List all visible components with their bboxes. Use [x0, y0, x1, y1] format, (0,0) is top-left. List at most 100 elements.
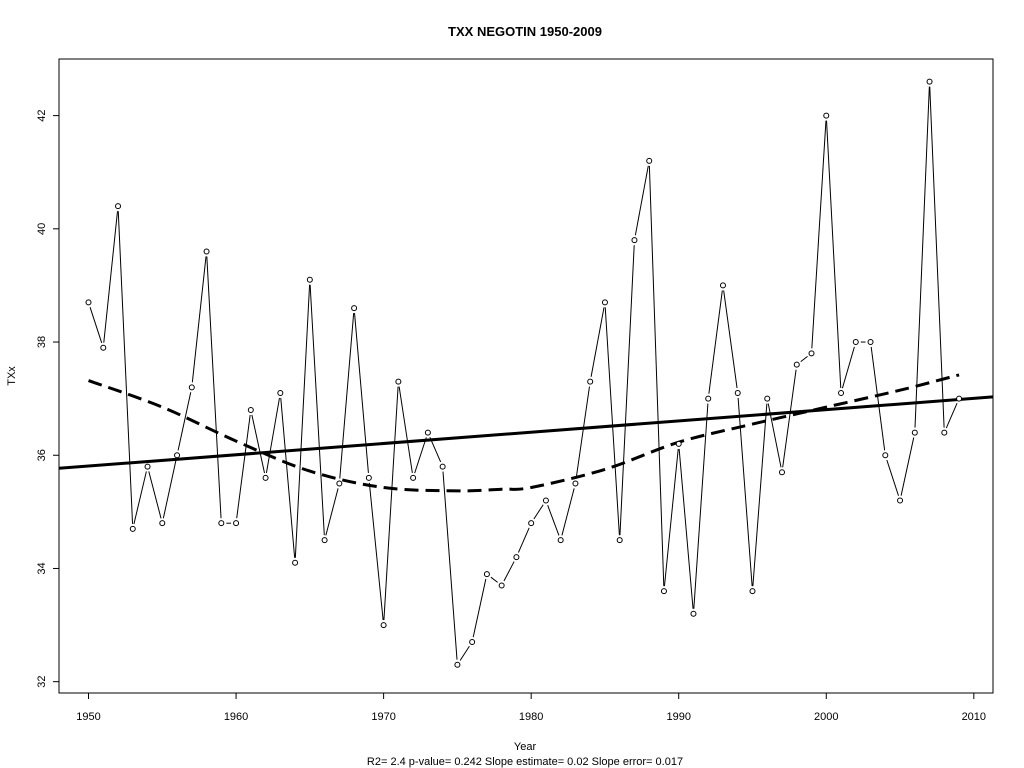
series-segment: [841, 346, 855, 389]
data-point: [513, 554, 520, 561]
series-segment: [767, 403, 782, 468]
data-point: [793, 361, 800, 368]
plot-layer: [59, 78, 993, 668]
series-segment: [490, 576, 498, 583]
data-point: [956, 395, 963, 402]
series-segment: [339, 313, 355, 479]
x-axis-label: Year: [514, 741, 537, 753]
data-point: [646, 157, 653, 164]
data-point: [587, 378, 594, 385]
series-segment: [826, 120, 842, 389]
linear-trend-line: [59, 395, 993, 470]
data-point: [498, 582, 505, 589]
data-point: [277, 389, 284, 396]
series-segment: [177, 392, 192, 451]
data-point: [528, 520, 535, 527]
data-point: [365, 474, 372, 481]
data-point: [321, 537, 328, 544]
series-segment: [723, 290, 738, 389]
series-segment: [117, 211, 134, 524]
x-tick-label: 1980: [519, 711, 543, 723]
y-tick-label: 34: [36, 562, 48, 574]
series-segment: [782, 369, 797, 468]
data-point: [292, 559, 299, 566]
series-segment: [459, 645, 470, 661]
data-point: [218, 520, 225, 527]
series-segment: [265, 397, 280, 474]
data-point: [926, 78, 933, 85]
y-tick-label: 32: [36, 676, 48, 688]
smooth-fit-line: [87, 373, 960, 493]
x-axis: 1950 1960 1970 1980 1990 2000 2010: [76, 693, 986, 723]
data-point: [100, 344, 107, 351]
data-point: [439, 463, 446, 470]
x-tick-label: 1960: [224, 711, 248, 723]
x-tick-label: 1950: [76, 711, 100, 723]
data-point: [705, 395, 712, 402]
series-segment: [575, 386, 590, 479]
series-segment: [590, 307, 605, 377]
data-point: [336, 480, 343, 487]
data-point: [838, 389, 845, 396]
series-segment: [89, 307, 103, 344]
series-segment: [251, 414, 265, 474]
series-segment: [206, 256, 222, 519]
series-segment: [354, 313, 369, 473]
x-tick-label: 1990: [666, 711, 690, 723]
series-segment: [280, 397, 296, 558]
series-segment: [517, 527, 530, 553]
data-point: [616, 537, 623, 544]
data-point: [144, 463, 151, 470]
data-point: [542, 497, 549, 504]
y-tick-label: 36: [36, 449, 48, 461]
plot-area-frame: [58, 58, 994, 694]
x-tick-label: 1970: [371, 711, 395, 723]
data-point: [159, 520, 166, 527]
series-segment: [604, 307, 620, 536]
regression-stats-footnote: R2= 2.4 p-value= 0.242 Slope estimate= 0…: [367, 756, 683, 768]
data-point: [764, 395, 771, 402]
series-segment: [442, 471, 458, 660]
series-segment: [236, 414, 251, 519]
series-segment: [533, 504, 544, 520]
data-point: [469, 639, 476, 646]
series-segment: [678, 448, 694, 609]
data-point: [247, 406, 254, 413]
data-point: [882, 452, 889, 459]
series-segment: [737, 397, 753, 587]
series-segment: [561, 488, 575, 536]
series-segment: [800, 356, 808, 363]
data-point: [410, 474, 417, 481]
series-segment: [811, 120, 827, 349]
data-point: [129, 525, 136, 532]
data-point: [897, 497, 904, 504]
data-point: [351, 305, 358, 312]
series-segment: [945, 403, 958, 429]
series-segment: [663, 448, 679, 587]
data-point: [483, 571, 490, 578]
series-segment: [648, 165, 665, 587]
data-point: [867, 339, 874, 346]
series-segment: [634, 165, 649, 236]
series-segment: [383, 386, 399, 621]
series-segment: [309, 284, 325, 536]
data-point: [808, 350, 815, 357]
data-point: [174, 452, 181, 459]
series-segment: [900, 437, 915, 496]
x-tick-label: 2000: [814, 711, 838, 723]
series-segment: [294, 284, 311, 558]
data-point: [719, 282, 726, 289]
data-point: [395, 378, 402, 385]
series-segment: [148, 471, 162, 519]
data-point: [690, 610, 697, 617]
data-point: [911, 429, 918, 436]
data-point: [424, 429, 431, 436]
data-point: [734, 389, 741, 396]
series-segment: [547, 505, 560, 536]
data-point: [660, 588, 667, 595]
series-segment: [472, 578, 487, 638]
series-segment: [103, 211, 118, 343]
series-segment: [619, 245, 635, 536]
y-axis: 32 34 36 38 40 42: [36, 109, 59, 688]
